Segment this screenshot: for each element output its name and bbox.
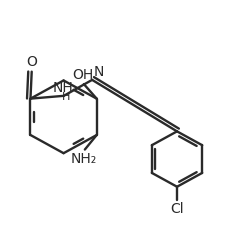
Text: NH₂: NH₂ bbox=[70, 152, 97, 166]
Text: NH: NH bbox=[52, 81, 73, 95]
Text: N: N bbox=[94, 65, 104, 79]
Text: H: H bbox=[62, 92, 70, 102]
Text: Cl: Cl bbox=[170, 202, 184, 216]
Text: O: O bbox=[26, 55, 37, 69]
Text: OH: OH bbox=[72, 68, 93, 82]
